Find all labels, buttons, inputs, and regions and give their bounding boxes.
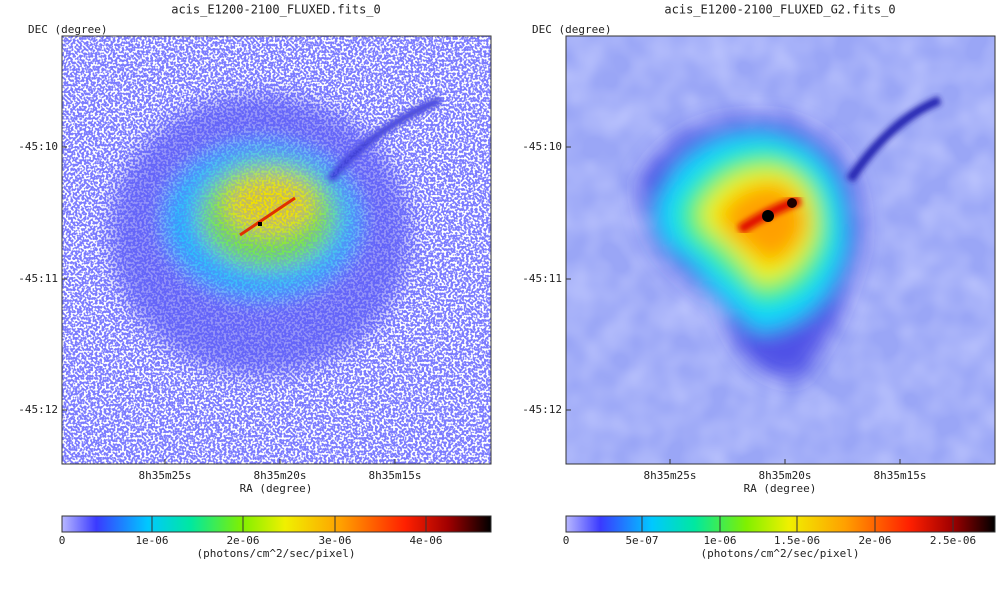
colorbar-tick-label: 0 [59,534,66,547]
x-tick-label: 8h35m25s [139,469,192,482]
x-tick-label: 8h35m15s [874,469,927,482]
x-tick-label: 8h35m20s [759,469,812,482]
colorbar-tick-label: 0 [563,534,570,547]
colorbar-tick-label: 1.5e-06 [774,534,820,547]
x-tick-label: 8h35m20s [254,469,307,482]
y-tick-label: -45:11 [18,272,58,285]
colorbar-tick-label: 2e-06 [226,534,259,547]
colorbar-tick-label: 3e-06 [318,534,351,547]
panel-title: acis_E1200-2100_FLUXED.fits_0 [171,3,381,17]
y-tick-label: -45:10 [522,140,562,153]
y-tick-label: -45:10 [18,140,58,153]
x-axis-label: RA (degree) [240,482,313,495]
colorbar-tick-label: 5e-07 [625,534,658,547]
colorbar [565,515,996,533]
colorbar-tick-label: 1e-06 [135,534,168,547]
y-tick-label: -45:12 [522,403,562,416]
colorbar-tick-label: 1e-06 [703,534,736,547]
image-frame [565,35,996,465]
y-tick-label: -45:11 [522,272,562,285]
y-axis-label: DEC (degree) [28,23,107,36]
colorbar-label: (photons/cm^2/sec/pixel) [197,547,356,560]
colorbar-tick-label: 4e-06 [409,534,442,547]
colorbar [61,515,492,533]
panel-title: acis_E1200-2100_FLUXED_G2.fits_0 [664,3,895,17]
image-raw [62,36,491,464]
y-tick-label: -45:12 [18,403,58,416]
colorbar-label: (photons/cm^2/sec/pixel) [701,547,860,560]
x-tick-label: 8h35m15s [369,469,422,482]
colorbar-tick-label: 2.5e-06 [930,534,976,547]
colorbar-tick-label: 2e-06 [858,534,891,547]
image-smoothed [566,36,995,464]
image-frame [61,35,492,465]
x-axis-label: RA (degree) [744,482,817,495]
y-axis-label: DEC (degree) [532,23,611,36]
x-tick-label: 8h35m25s [644,469,697,482]
